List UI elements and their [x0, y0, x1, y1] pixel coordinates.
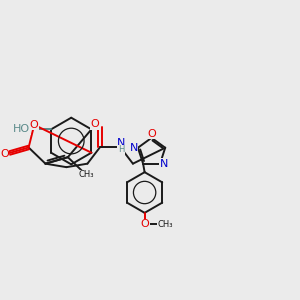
Text: CH₃: CH₃ — [78, 170, 94, 179]
Text: O: O — [91, 119, 100, 129]
Text: O: O — [140, 219, 149, 229]
Text: HO: HO — [13, 124, 30, 134]
Text: N: N — [130, 143, 138, 153]
Text: O: O — [0, 149, 9, 160]
Text: CH₃: CH₃ — [157, 220, 173, 229]
Text: O: O — [147, 129, 156, 139]
Text: N: N — [117, 138, 125, 148]
Text: H: H — [118, 146, 124, 154]
Text: O: O — [30, 120, 39, 130]
Text: N: N — [160, 159, 168, 169]
